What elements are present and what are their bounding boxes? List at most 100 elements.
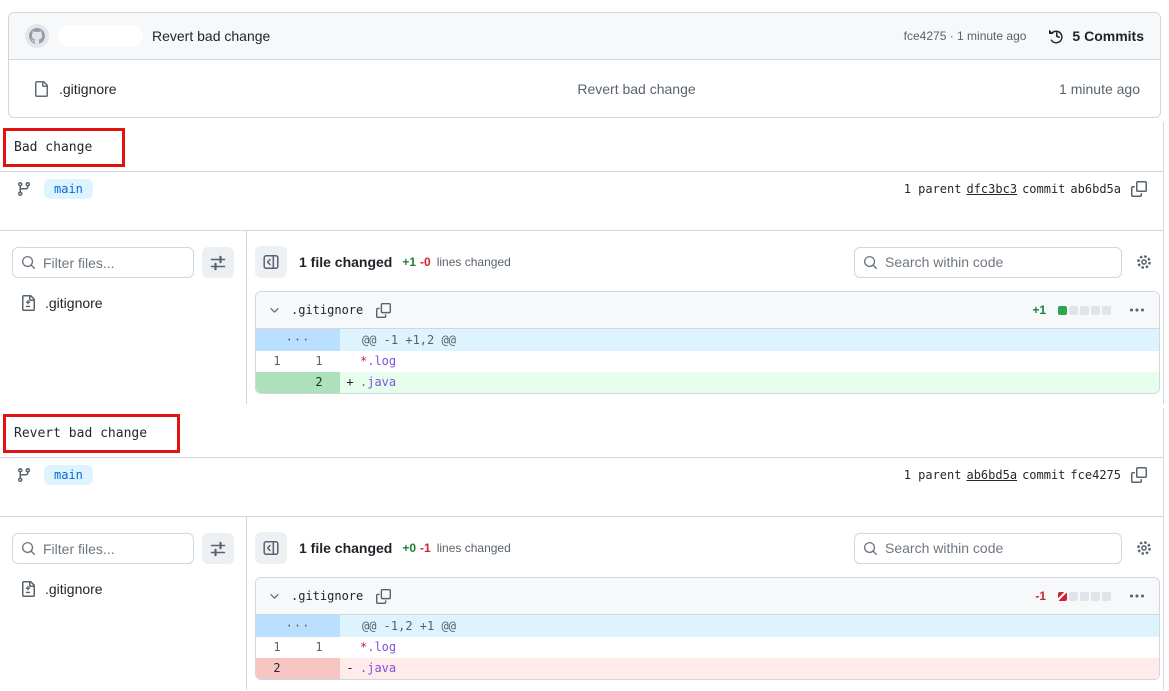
copy-icon — [1131, 181, 1147, 197]
diff-area: .gitignore 1 file changed +1 -0 lines ch… — [0, 230, 1163, 404]
history-commits-link[interactable]: 5 Commits — [1049, 28, 1144, 44]
new-line-number[interactable]: 2 — [298, 372, 340, 393]
diff-table: ··· @@ -1,2 +1 @@ 1 1 *.log 2 - .java — [256, 615, 1159, 679]
file-name-link[interactable]: .gitignore — [59, 80, 117, 97]
diffstat-squares — [1056, 305, 1111, 315]
files-changed-label: 1 file changed — [299, 254, 393, 270]
latest-commit-card: Revert bad change fce4275 · 1 minute ago… — [8, 12, 1161, 118]
branch-info: main — [16, 179, 93, 199]
search-within-code-input[interactable] — [854, 246, 1122, 278]
collapse-sidebar-button[interactable] — [255, 532, 287, 564]
filter-files-input[interactable] — [12, 247, 194, 278]
diffstat-square-empty — [1080, 305, 1089, 315]
diffstat-square-add — [1058, 305, 1067, 315]
new-line-number[interactable] — [298, 658, 340, 679]
sliders-icon — [210, 541, 226, 556]
diff-marker: + — [346, 375, 354, 389]
filter-options-button[interactable] — [202, 533, 234, 564]
code-text: *.log — [360, 637, 1159, 658]
search-code-wrap — [854, 246, 1122, 278]
code-token: .java — [360, 375, 397, 389]
lines-changed-label: lines changed — [436, 255, 511, 269]
file-options-button[interactable] — [1125, 300, 1149, 320]
collapse-file-button[interactable] — [266, 302, 283, 319]
copy-icon — [376, 302, 392, 318]
file-diffstat-count: -1 — [1035, 589, 1046, 603]
search-icon — [863, 541, 878, 555]
branch-badge[interactable]: main — [44, 465, 93, 485]
hunk-header-text: @@ -1,2 +1 @@ — [362, 619, 456, 633]
file-name-cell: .gitignore — [33, 80, 333, 97]
diff-main: 1 file changed +1 -0 lines changed .giti… — [247, 231, 1163, 404]
expand-hunk-button[interactable]: ··· — [256, 615, 340, 637]
tree-item-gitignore[interactable]: .gitignore — [12, 290, 234, 316]
kebab-icon — [1129, 308, 1145, 312]
diffstat-square-empty — [1091, 591, 1100, 601]
tree-item-gitignore[interactable]: .gitignore — [12, 576, 234, 602]
diff-toolbar: 1 file changed +0 -1 lines changed — [255, 532, 1160, 564]
author-avatar[interactable] — [25, 24, 49, 48]
diffstat-square-empty — [1102, 305, 1111, 315]
old-line-number[interactable]: 2 — [256, 658, 298, 679]
gear-icon — [1137, 541, 1151, 555]
diff-marker — [340, 637, 360, 658]
old-line-number[interactable]: 1 — [273, 354, 281, 368]
file-options-button[interactable] — [1125, 586, 1149, 606]
commit-sha: ab6bd5a — [1070, 182, 1121, 196]
filter-row — [12, 247, 234, 278]
file-diff-card: .gitignore -1 ··· @@ -1,2 +1 @@ 1 1 — [255, 577, 1160, 680]
code-text: .java — [360, 658, 1159, 679]
code-token: .java — [360, 661, 397, 675]
collapse-file-button[interactable] — [266, 588, 283, 605]
file-list-row[interactable]: .gitignore Revert bad change 1 minute ag… — [9, 60, 1160, 117]
collapse-sidebar-button[interactable] — [255, 246, 287, 278]
copy-sha-button[interactable] — [1131, 467, 1147, 483]
file-commit-message-link[interactable]: Revert bad change — [577, 80, 696, 97]
commits-count-label: 5 Commits — [1072, 28, 1144, 44]
diff-line-hunk: ··· @@ -1 +1,2 @@ — [256, 329, 1159, 351]
file-icon — [35, 80, 48, 97]
filter-input-wrap — [12, 247, 194, 278]
additions-count: +1 — [402, 255, 417, 269]
parent-sha-link[interactable]: ab6bd5a — [966, 468, 1018, 482]
diff-line-hunk: ··· @@ -1,2 +1 @@ — [256, 615, 1159, 637]
diffstat-square-empty — [1102, 591, 1111, 601]
branch-badge[interactable]: main — [44, 179, 93, 199]
diff-settings-button[interactable] — [1136, 540, 1152, 556]
filter-input-wrap — [12, 533, 194, 564]
diff-file-name[interactable]: .gitignore — [291, 589, 364, 603]
parent-commit-line: 1 parent ab6bd5a commit fce4275 — [904, 467, 1147, 483]
expand-hunk-button[interactable]: ··· — [256, 329, 340, 351]
diff-settings-button[interactable] — [1136, 254, 1152, 270]
copy-path-button[interactable] — [376, 588, 392, 604]
search-within-code-input[interactable] — [854, 532, 1122, 564]
branch-info: main — [16, 465, 93, 485]
branch-row: main 1 parent dfc3bc3 commit ab6bd5a — [0, 171, 1163, 206]
code-text: *.log — [360, 351, 1159, 372]
filter-options-button[interactable] — [202, 247, 234, 278]
new-line-number[interactable]: 1 — [315, 354, 323, 368]
parent-count-label: 1 parent — [903, 468, 962, 482]
parent-sha-link[interactable]: dfc3bc3 — [966, 182, 1018, 196]
tree-item-label: .gitignore — [45, 295, 103, 311]
diff-line-context: 1 1 *.log — [256, 637, 1159, 658]
commit-sha: fce4275 — [1070, 468, 1121, 482]
history-icon — [1049, 29, 1064, 44]
file-diff-icon — [21, 581, 36, 597]
chevron-down-icon — [270, 307, 279, 313]
file-diff-header: .gitignore -1 — [256, 578, 1159, 615]
code-token: * — [360, 640, 368, 654]
diff-file-name[interactable]: .gitignore — [291, 303, 364, 317]
old-line-number[interactable]: 1 — [273, 640, 281, 654]
filter-files-input[interactable] — [12, 533, 194, 564]
commit-word-label: commit — [1022, 468, 1066, 482]
copy-path-button[interactable] — [376, 302, 392, 318]
old-line-number[interactable] — [256, 372, 298, 393]
new-line-number[interactable]: 1 — [315, 640, 323, 654]
annotation-highlight-box: Revert bad change — [3, 414, 181, 453]
latest-commit-sha-time[interactable]: fce4275 · 1 minute ago — [903, 29, 1027, 43]
copy-sha-button[interactable] — [1131, 181, 1147, 197]
latest-commit-message-link[interactable]: Revert bad change — [152, 28, 271, 44]
file-commit-time: 1 minute ago — [1059, 80, 1140, 97]
diff-marker — [340, 351, 360, 372]
